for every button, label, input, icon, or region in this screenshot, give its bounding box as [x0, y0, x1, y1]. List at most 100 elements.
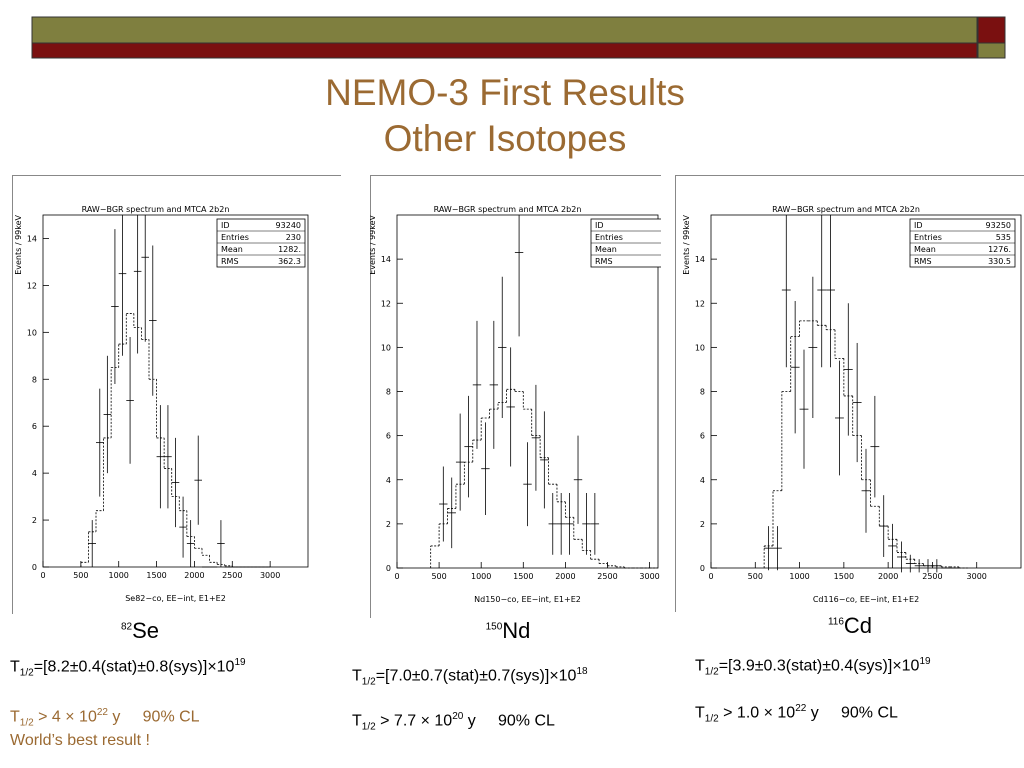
title-line: Other Isotopes [383, 118, 627, 159]
y-tick-label: 10 [695, 343, 705, 352]
exponent: 19 [234, 657, 246, 668]
y-tick-label: 4 [700, 476, 705, 485]
chart-panel: RAW−BGR spectrum and MTCA 2b2n Nd150−co, … [368, 175, 661, 618]
x-tick-label: 1500 [513, 572, 533, 581]
plot-frame [42, 214, 309, 568]
x-tick-label: 2000 [184, 571, 204, 580]
value-text: =[3.9±0.3(stat)±0.4(sys)]×10 [718, 657, 920, 675]
isotope-label: 116Cd [790, 613, 910, 639]
y-tick-label: 6 [700, 432, 705, 441]
header-square [977, 16, 1006, 44]
x-tick-label: 3000 [639, 572, 659, 581]
subscript: 1/2 [704, 666, 719, 678]
half-life: T1/2=[3.9±0.3(stat)±0.4(sys)]×1019 [695, 656, 931, 678]
stats-label: Mean [221, 245, 243, 254]
stats-label: ID [595, 221, 604, 230]
y-tick-label: 12 [695, 299, 705, 308]
x-tick-label: 500 [431, 572, 446, 581]
mass-number: 150 [485, 621, 503, 633]
x-tick-label: 2500 [597, 572, 617, 581]
header-bar [31, 16, 978, 44]
y-tick-label: 0 [700, 564, 705, 573]
x-tick-label: 1000 [109, 571, 129, 580]
element: Se [132, 618, 160, 643]
slide-title: NEMO-3 First Results Other Isotopes [0, 70, 1010, 162]
y-tick-label: 14 [695, 255, 705, 264]
y-tick-label: 0 [386, 564, 391, 573]
header-square [977, 42, 1006, 59]
stats-value: 535 [996, 233, 1011, 242]
x-tick-label: 2500 [222, 571, 242, 580]
x-tick-label: 2500 [922, 572, 942, 581]
y-tick-label: 2 [32, 516, 37, 525]
symbol: T [695, 704, 705, 722]
confidence: y 90% CL [107, 708, 200, 726]
stats-label: RMS [595, 257, 613, 266]
limit: T1/2 > 1.0 × 1022 y 90% CL [695, 703, 898, 725]
y-tick-label: 12 [27, 281, 37, 290]
symbol: T [352, 712, 362, 730]
header-bar [31, 42, 978, 59]
value-text: > 1.0 × 10 [718, 704, 796, 722]
x-axis-label: Nd150−co, EE−int, E1+E2 [474, 595, 581, 604]
stats-value: 93250 [986, 221, 1011, 230]
y-tick-label: 14 [27, 234, 37, 243]
limit: T1/2 > 7.7 × 1020 y 90% CL [352, 711, 555, 733]
y-tick-label: 6 [32, 422, 37, 431]
stats-value: 1282. [278, 245, 301, 254]
isotope-label: 82Se [80, 618, 200, 644]
x-tick-label: 500 [73, 571, 88, 580]
subscript: 1/2 [704, 713, 719, 725]
stats-value: 230 [286, 233, 301, 242]
x-tick-label: 0 [40, 571, 45, 580]
x-tick-label: 3000 [967, 572, 987, 581]
confidence: y 90% CL [806, 704, 898, 722]
element: Nd [502, 618, 531, 643]
y-tick-label: 10 [381, 343, 391, 352]
y-tick-label: 8 [700, 388, 705, 397]
x-tick-label: 2000 [878, 572, 898, 581]
stats-label: ID [221, 221, 230, 230]
y-tick-label: 14 [381, 255, 391, 264]
exponent: 22 [795, 703, 807, 714]
y-tick-label: 10 [27, 328, 37, 337]
value-text: =[8.2±0.4(stat)±0.8(sys)]×10 [33, 658, 235, 676]
x-tick-label: 1500 [146, 571, 166, 580]
stats-label: Entries [595, 233, 623, 242]
subscript: 1/2 [361, 676, 376, 688]
stats-value: 93240 [276, 221, 301, 230]
half-life: T1/2=[8.2±0.4(stat)±0.8(sys)]×1019 [10, 657, 246, 679]
stats-value: 330.5 [988, 257, 1011, 266]
y-tick-label: 6 [386, 432, 391, 441]
y-axis-label: Events / 99keV [368, 214, 377, 274]
chart-title: RAW−BGR spectrum and MTCA 2b2n [772, 205, 920, 214]
element: Cd [843, 613, 873, 638]
mass-number: 82 [120, 621, 133, 633]
stats-value: 362.3 [278, 257, 301, 266]
y-tick-label: 4 [386, 476, 391, 485]
y-tick-label: 8 [386, 388, 391, 397]
x-tick-label: 1000 [789, 572, 809, 581]
x-tick-label: 0 [394, 572, 399, 581]
x-axis-label: Se82−co, EE−int, E1+E2 [125, 594, 226, 603]
x-tick-label: 1000 [471, 572, 491, 581]
y-tick-label: 0 [32, 563, 37, 572]
chart-panel: RAW−BGR spectrum and MTCA 2b2n Cd116−co, … [675, 175, 1024, 612]
x-tick-label: 1500 [834, 572, 854, 581]
chart-title: RAW−BGR spectrum and MTCA 2b2n [82, 205, 230, 214]
x-tick-label: 500 [748, 572, 763, 581]
title-line: NEMO-3 First Results [325, 72, 685, 113]
stats-label: RMS [221, 257, 239, 266]
subscript: 1/2 [19, 717, 34, 729]
mass-number: 116 [827, 616, 844, 628]
y-axis-label: Events / 99keV [682, 214, 691, 274]
stats-label: Mean [914, 245, 936, 254]
stats-value: 1276. [988, 245, 1011, 254]
stats-label: Mean [595, 245, 617, 254]
value-text: =[7.0±0.7(stat)±0.7(sys)]×10 [375, 667, 577, 685]
exponent: 22 [96, 707, 108, 718]
subscript: 1/2 [361, 721, 376, 733]
value-text: > 4 × 10 [33, 708, 97, 726]
x-tick-label: 2000 [555, 572, 575, 581]
